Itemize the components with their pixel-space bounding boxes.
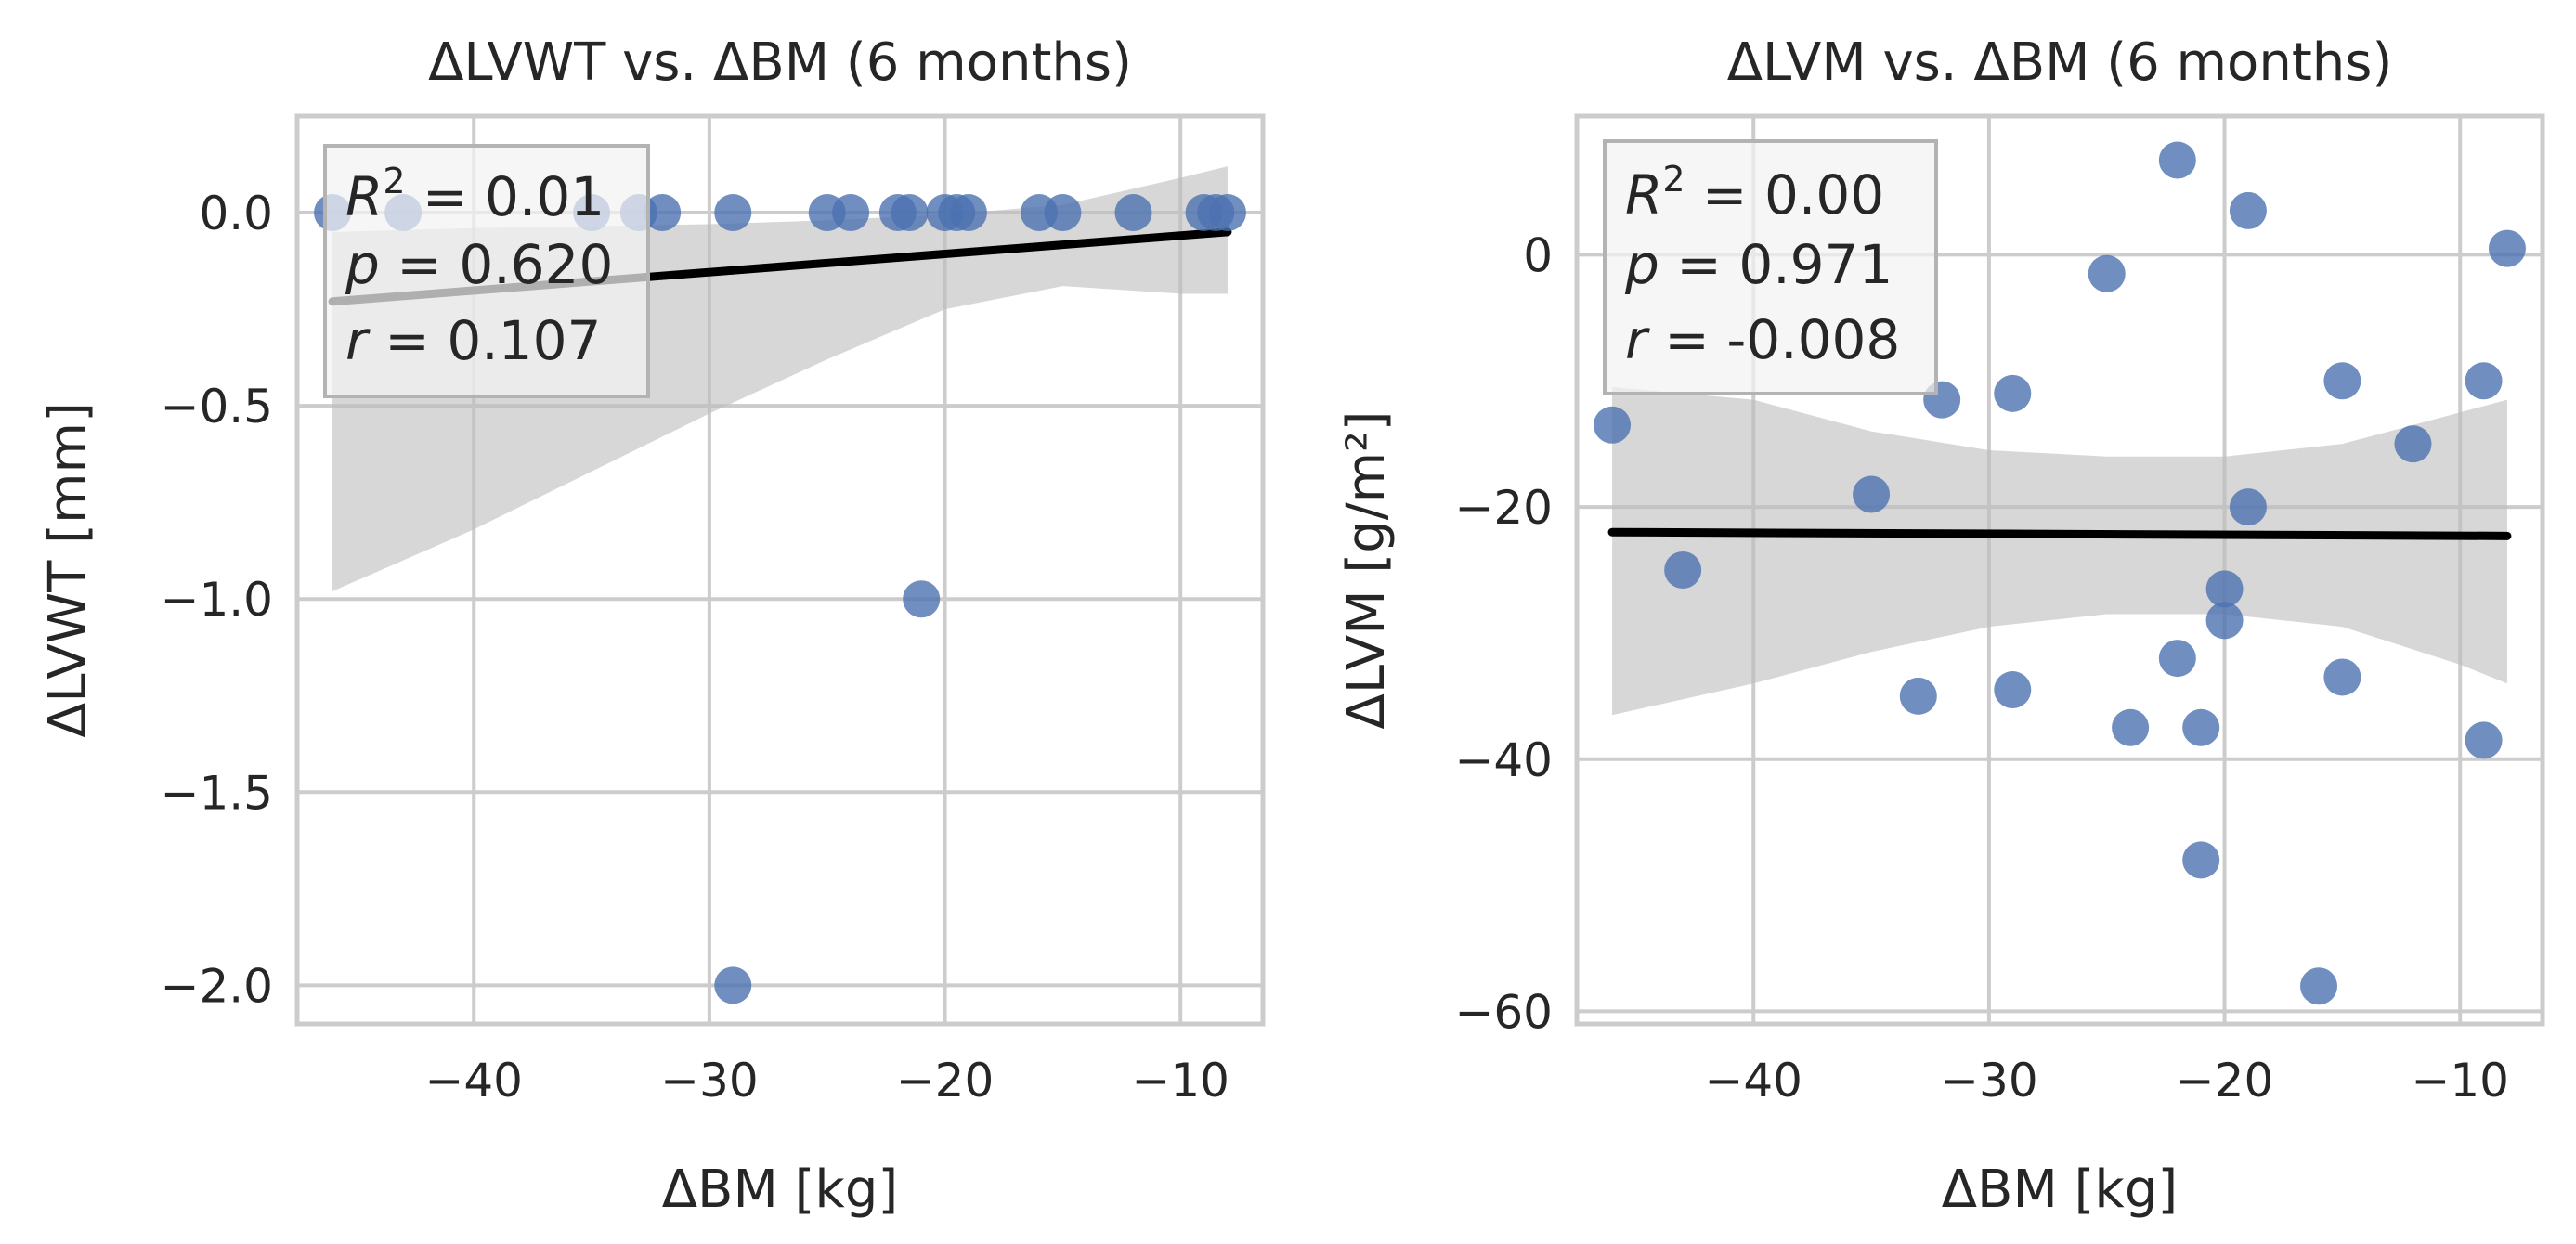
data-point xyxy=(1853,475,1891,513)
y-tick-label: −20 xyxy=(1454,481,1553,535)
x-axis-label: ΔBM [kg] xyxy=(662,1160,899,1220)
data-point xyxy=(2112,708,2150,746)
data-point xyxy=(1664,551,1702,589)
y-axis-label: ΔLVWT [mm] xyxy=(38,402,98,738)
data-point xyxy=(714,194,752,232)
stats-box-frame xyxy=(1603,139,1938,395)
stat-r2: R2 = 0.01 xyxy=(345,161,605,228)
y-tick-label: −60 xyxy=(1454,985,1553,1039)
data-point xyxy=(2205,570,2244,608)
chart-panel-lvwt: ΔLVWT vs. ΔBM (6 months) R2 = 0.01 p = 0… xyxy=(38,32,1266,1220)
data-point xyxy=(2088,254,2126,292)
data-point xyxy=(2229,488,2267,526)
data-point xyxy=(903,580,941,618)
data-point xyxy=(714,966,752,1004)
data-point xyxy=(2488,229,2526,267)
stat-p: p = 0.971 xyxy=(1624,233,1893,296)
y-tick-label: 0 xyxy=(1523,228,1553,282)
x-tick-label: −20 xyxy=(896,1054,995,1108)
data-points xyxy=(1594,141,2526,1005)
axes-frame xyxy=(1574,113,2545,1027)
data-point xyxy=(2158,640,2196,678)
stats-box: R2 = 0.01 p = 0.620 r = 0.107 xyxy=(323,144,650,398)
y-tick-label: −0.5 xyxy=(161,380,273,434)
stats-box-frame xyxy=(323,144,650,398)
y-tick-labels: 0.0 −0.5 −1.0 −1.5 −2.0 xyxy=(161,187,273,1013)
stat-r: r = -0.008 xyxy=(1625,308,1900,371)
data-point xyxy=(644,194,682,232)
x-tick-label: −40 xyxy=(1704,1054,1802,1108)
confidence-band xyxy=(1612,387,2507,716)
x-tick-label: −40 xyxy=(424,1054,523,1108)
chart-title: ΔLVWT vs. ΔBM (6 months) xyxy=(428,32,1132,93)
data-point xyxy=(2323,362,2361,400)
y-tick-label: −1.5 xyxy=(161,766,273,820)
chart-panel-lvm: ΔLVM vs. ΔBM (6 months) R2 = 0.00 p = 0.… xyxy=(1336,32,2545,1220)
data-point xyxy=(1994,374,2032,412)
regression-line xyxy=(1607,527,2512,540)
data-point xyxy=(1114,194,1152,232)
x-tick-labels: −40 −30 −20 −10 xyxy=(1704,1054,2509,1108)
stat-r2: R2 = 0.00 xyxy=(1625,159,1884,227)
stat-r: r = 0.107 xyxy=(345,309,601,372)
x-tick-labels: −40 −30 −20 −10 xyxy=(424,1054,1229,1108)
y-tick-label: −40 xyxy=(1454,733,1553,787)
data-point xyxy=(2182,841,2220,879)
x-tick-label: −10 xyxy=(2411,1054,2509,1108)
data-point xyxy=(832,194,870,232)
data-point xyxy=(2300,967,2338,1005)
y-tick-label: −2.0 xyxy=(161,959,273,1013)
data-point xyxy=(1208,194,1246,232)
data-point xyxy=(2394,425,2432,463)
x-tick-label: −30 xyxy=(1940,1054,2038,1108)
stats-box: R2 = 0.00 p = 0.971 r = -0.008 xyxy=(1603,139,1938,395)
y-axis-label: ΔLVM [g/m²] xyxy=(1336,411,1397,730)
x-axis-label: ΔBM [kg] xyxy=(1942,1160,2179,1220)
data-point xyxy=(2182,708,2220,746)
x-tick-label: −10 xyxy=(1131,1054,1229,1108)
stat-p: p = 0.620 xyxy=(345,233,613,296)
data-point xyxy=(2158,141,2196,179)
data-point xyxy=(2323,658,2361,696)
data-point xyxy=(949,194,987,232)
data-point xyxy=(1899,677,1937,715)
y-tick-label: −1.0 xyxy=(161,573,273,627)
axes-frame xyxy=(294,113,1266,1027)
chart-title: ΔLVM vs. ΔBM (6 months) xyxy=(1727,32,2393,93)
data-point xyxy=(1994,671,2032,709)
data-point xyxy=(1594,406,1632,444)
x-tick-label: −30 xyxy=(660,1054,759,1108)
data-point xyxy=(2205,602,2244,640)
data-point xyxy=(2465,362,2503,400)
data-point xyxy=(891,194,929,232)
x-tick-label: −20 xyxy=(2176,1054,2274,1108)
y-tick-label: 0.0 xyxy=(199,187,273,240)
data-point xyxy=(1044,194,1082,232)
data-point xyxy=(2465,721,2503,759)
data-point xyxy=(2229,191,2267,229)
y-tick-labels: 0 −20 −40 −60 xyxy=(1454,228,1553,1039)
